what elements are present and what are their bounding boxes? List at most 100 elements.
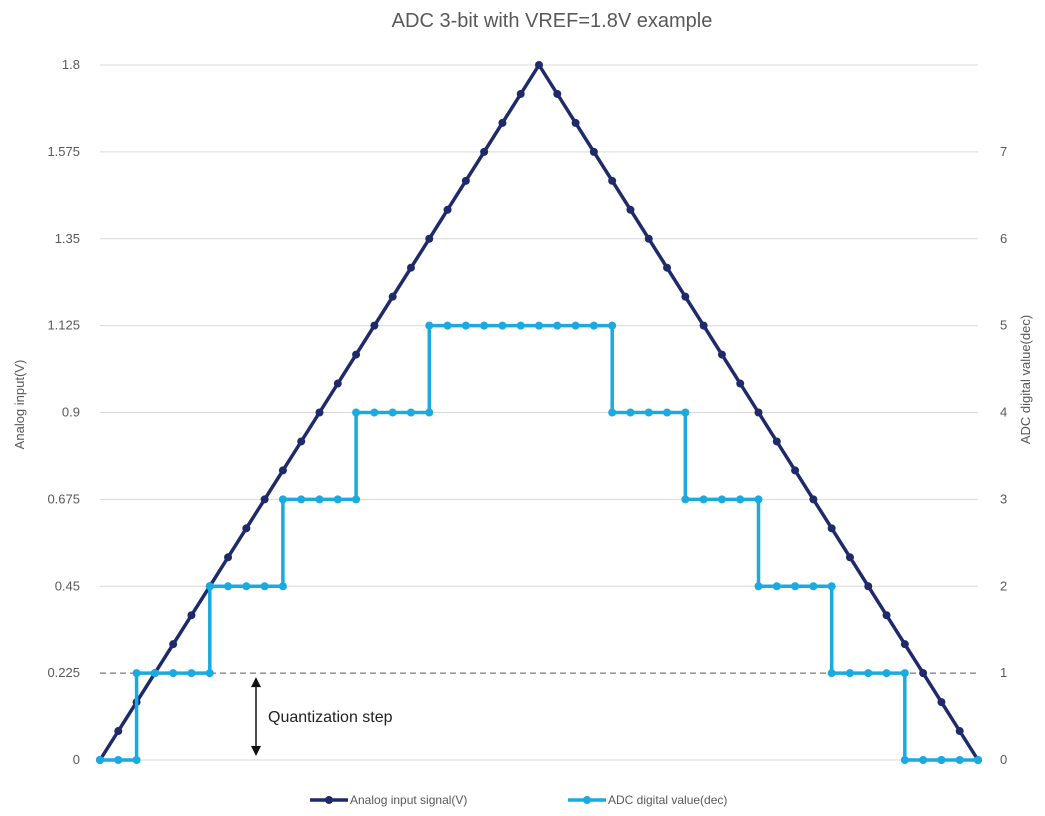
data-point	[845, 553, 854, 562]
data-point	[242, 524, 251, 533]
data-point	[388, 292, 397, 301]
data-point	[772, 437, 781, 446]
data-point	[900, 669, 909, 678]
data-point	[278, 495, 287, 504]
data-point	[791, 466, 800, 475]
data-point	[663, 263, 672, 272]
data-point	[736, 495, 745, 504]
data-point	[205, 669, 214, 678]
data-point	[864, 669, 873, 678]
data-point	[608, 408, 617, 417]
data-point	[461, 321, 470, 330]
data-point	[882, 611, 891, 620]
data-point	[754, 495, 763, 504]
data-point	[242, 582, 251, 591]
data-point	[425, 321, 434, 330]
data-point	[845, 669, 854, 678]
data-point	[571, 321, 580, 330]
quantization-arrow-down	[251, 746, 261, 756]
legend-item-analog-input-label: Analog input signal(V)	[350, 793, 467, 807]
data-point	[663, 408, 672, 417]
y-right-axis-label: ADC digital value(dec)	[1018, 315, 1033, 444]
data-point	[717, 495, 726, 504]
data-point	[736, 379, 745, 388]
data-point	[352, 350, 361, 359]
data-point	[516, 321, 525, 330]
data-point	[809, 582, 818, 591]
data-point	[425, 234, 434, 243]
data-point	[388, 408, 397, 417]
data-point	[608, 321, 617, 330]
y-left-tick-label: 1.8	[62, 57, 80, 72]
data-point	[169, 669, 178, 678]
data-point	[114, 727, 123, 736]
data-point	[937, 756, 946, 764]
data-point	[608, 176, 617, 185]
data-point	[535, 321, 543, 330]
data-point	[535, 61, 543, 69]
data-point	[443, 321, 452, 330]
data-point	[626, 205, 635, 214]
series-line-adc-digital	[100, 323, 978, 762]
data-point	[114, 756, 123, 764]
data-point	[717, 350, 726, 359]
data-point	[626, 408, 635, 417]
data-point	[224, 553, 233, 562]
data-point	[260, 495, 269, 504]
y-right-tick-label: 2	[1000, 578, 1007, 593]
data-point	[150, 669, 159, 678]
data-point	[937, 698, 946, 707]
y-left-tick-label: 0.45	[55, 578, 80, 593]
data-point	[589, 321, 598, 330]
y-right-tick-label: 3	[1000, 491, 1007, 506]
data-point	[297, 437, 306, 446]
y-right-tick-label: 7	[1000, 144, 1007, 159]
data-point	[205, 582, 214, 591]
y-left-tick-label: 1.125	[47, 318, 80, 333]
data-point	[333, 495, 342, 504]
data-point	[480, 147, 489, 156]
data-point	[406, 263, 415, 272]
chart-title: ADC 3-bit with VREF=1.8V example	[392, 10, 713, 32]
data-point	[498, 118, 507, 127]
data-point	[333, 379, 342, 388]
data-point	[315, 495, 324, 504]
data-point	[370, 408, 379, 417]
data-point	[132, 756, 141, 764]
y-right-tick-label: 1	[1000, 665, 1007, 680]
quantization-arrow-up	[251, 677, 261, 688]
y-right-tick-label: 4	[1000, 405, 1007, 420]
y-left-tick-label: 0.9	[62, 405, 80, 420]
data-point	[370, 321, 379, 330]
data-point	[315, 408, 324, 417]
y-left-tick-label: 0.675	[47, 491, 80, 506]
data-point	[791, 582, 800, 591]
data-point	[681, 292, 690, 301]
data-point	[187, 611, 196, 620]
data-point	[278, 466, 287, 475]
data-point	[681, 408, 690, 417]
data-point	[352, 495, 361, 504]
legend-item-adc-digital-label: ADC digital value(dec)	[608, 793, 727, 807]
data-point	[754, 408, 763, 417]
quantization-step-label: Quantization step	[268, 709, 393, 726]
y-left-tick-label: 0.225	[47, 665, 80, 680]
data-point	[461, 176, 470, 185]
y-right-tick-label: 0	[1000, 752, 1007, 767]
data-point	[260, 582, 269, 591]
data-point	[132, 669, 141, 678]
y-left-tick-label: 1.575	[47, 144, 80, 159]
data-point	[553, 89, 562, 98]
data-point	[955, 727, 964, 736]
data-point	[278, 582, 287, 591]
legend-item-analog-input-marker	[325, 796, 333, 804]
data-point	[974, 756, 982, 764]
data-point	[169, 640, 178, 649]
data-point	[425, 408, 434, 417]
data-point	[352, 408, 361, 417]
data-point	[754, 582, 763, 591]
data-point	[827, 524, 836, 533]
data-point	[224, 582, 233, 591]
